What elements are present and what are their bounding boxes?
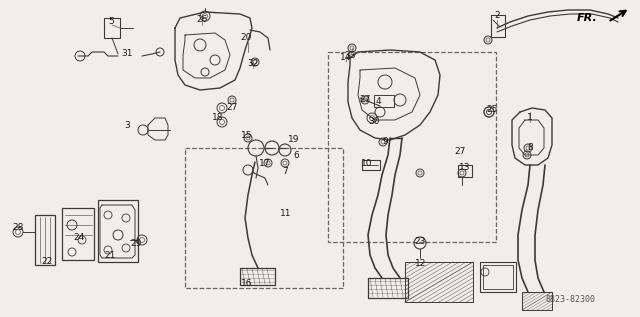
Text: 18: 18 [212,113,224,122]
Bar [62,208,94,260]
Text: 2: 2 [494,10,500,20]
Bar [185,148,343,288]
Text: 8823-82300: 8823-82300 [545,295,595,305]
Text: 8: 8 [527,144,533,152]
Text: 7: 7 [282,167,288,177]
Bar [491,15,505,37]
Text: 1: 1 [527,113,533,122]
Text: 26: 26 [196,16,208,24]
Bar [35,215,55,265]
Text: 14: 14 [340,53,352,61]
Text: 28: 28 [12,223,24,232]
Bar [98,200,138,262]
Text: 3: 3 [124,121,130,131]
Bar [522,292,552,310]
Text: 15: 15 [241,132,253,140]
Text: 32: 32 [247,59,259,68]
Text: 27: 27 [359,95,371,105]
Text: 9: 9 [382,138,388,146]
Text: 6: 6 [293,151,299,159]
Bar [405,262,473,302]
Bar [362,160,380,170]
Text: 21: 21 [104,251,116,261]
Text: 13: 13 [460,164,471,172]
Text: 30: 30 [368,118,380,126]
Text: 20: 20 [240,34,252,42]
Text: 10: 10 [361,158,372,167]
Text: 22: 22 [42,256,52,266]
Text: 5: 5 [108,17,114,27]
Text: 19: 19 [288,135,300,145]
Bar [483,265,513,289]
Text: 4: 4 [375,98,381,107]
Text: 17: 17 [259,158,271,167]
Text: 11: 11 [280,210,292,218]
Text: 16: 16 [241,280,253,288]
Bar [480,262,516,292]
Text: 33: 33 [344,50,356,60]
Bar [374,95,394,107]
Text: 12: 12 [415,258,427,268]
Bar [104,18,120,38]
Bar [328,52,496,242]
Text: 27: 27 [227,102,237,112]
Text: 27: 27 [454,147,466,157]
Text: 31: 31 [121,49,132,59]
Text: 24: 24 [74,234,84,243]
Text: FR.: FR. [577,13,598,23]
Bar [458,165,472,177]
Text: 23: 23 [414,237,426,247]
Text: 29: 29 [131,240,141,249]
Text: 25: 25 [486,106,498,114]
